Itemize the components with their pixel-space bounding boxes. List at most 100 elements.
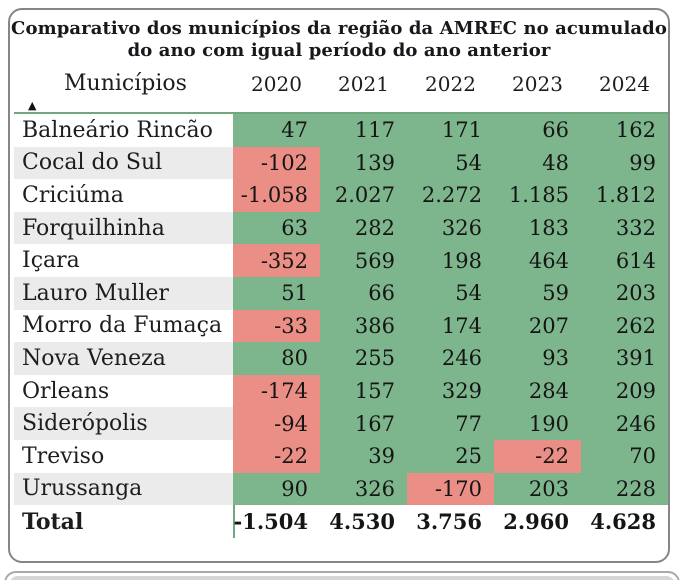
next-card-partial xyxy=(4,571,680,580)
municipality-cell[interactable]: Treviso xyxy=(22,443,105,469)
value-cell[interactable]: 326 xyxy=(320,472,407,506)
value-cell[interactable]: -22 xyxy=(233,439,320,473)
value-cell[interactable]: 171 xyxy=(407,114,494,147)
value-cell[interactable]: -170 xyxy=(407,472,494,506)
value-cell[interactable]: 1.812 xyxy=(581,179,668,212)
value-cell[interactable]: 246 xyxy=(581,407,668,440)
value-cell[interactable]: 54 xyxy=(407,146,494,180)
value-cell[interactable]: 246 xyxy=(407,342,494,375)
value-cell[interactable]: 51 xyxy=(233,276,320,310)
value-cell[interactable]: 39 xyxy=(320,439,407,473)
value-cell[interactable]: 99 xyxy=(581,146,668,180)
value-cell[interactable]: 1.185 xyxy=(494,179,581,212)
column-header-year[interactable]: 2020 xyxy=(251,72,302,96)
table-row[interactable]: Siderópolis -94 167 77 190 246 xyxy=(14,407,668,440)
value-cell[interactable]: -33 xyxy=(233,309,320,343)
table-row[interactable]: Orleans -174 157 329 284 209 xyxy=(14,374,668,408)
value-cell[interactable]: -22 xyxy=(494,439,581,473)
value-cell[interactable]: 66 xyxy=(320,276,407,310)
column-header-municipios[interactable]: Municípios xyxy=(64,71,187,96)
municipality-cell[interactable]: Criciúma xyxy=(22,182,124,208)
value-cell[interactable]: -94 xyxy=(233,407,320,440)
value-cell[interactable]: 190 xyxy=(494,407,581,440)
table-row[interactable]: Balneário Rincão 47 117 171 66 162 xyxy=(14,114,668,147)
value-cell[interactable]: 614 xyxy=(581,244,668,277)
value-cell[interactable]: 4.628 xyxy=(581,505,668,539)
value-cell[interactable]: 48 xyxy=(494,146,581,180)
value-cell[interactable]: 63 xyxy=(233,211,320,245)
next-card-header-bar xyxy=(9,576,675,580)
value-cell[interactable]: 66 xyxy=(494,114,581,147)
value-cell[interactable]: 284 xyxy=(494,374,581,408)
column-header-year[interactable]: 2022 xyxy=(425,72,476,96)
value-cell[interactable]: 139 xyxy=(320,146,407,180)
table-row[interactable]: Urussanga 90 326 -170 203 228 xyxy=(14,472,668,506)
value-cell[interactable]: 262 xyxy=(581,309,668,343)
value-cell[interactable]: 167 xyxy=(320,407,407,440)
value-cell[interactable]: -352 xyxy=(233,244,320,277)
table-row[interactable]: Morro da Fumaça -33 386 174 207 262 xyxy=(14,309,668,343)
table-row[interactable]: Criciúma -1.058 2.027 2.272 1.185 1.812 xyxy=(14,179,668,212)
municipality-cell[interactable]: Balneário Rincão xyxy=(22,117,213,143)
value-cell[interactable]: 386 xyxy=(320,309,407,343)
value-cell[interactable]: 70 xyxy=(581,439,668,473)
value-cell[interactable]: 203 xyxy=(581,276,668,310)
column-header-year[interactable]: 2023 xyxy=(512,72,563,96)
value-cell[interactable]: 77 xyxy=(407,407,494,440)
value-cell[interactable]: 326 xyxy=(407,211,494,245)
value-cell[interactable]: -1.058 xyxy=(233,179,320,212)
value-cell[interactable]: 464 xyxy=(494,244,581,277)
value-cell[interactable]: 59 xyxy=(494,276,581,310)
value-cell[interactable]: -174 xyxy=(233,374,320,408)
value-cell[interactable]: 2.960 xyxy=(494,505,581,539)
value-cell[interactable]: 157 xyxy=(320,374,407,408)
value-cell[interactable]: 162 xyxy=(581,114,668,147)
table-row[interactable]: Içara -352 569 198 464 614 xyxy=(14,244,668,277)
value-cell[interactable]: 4.530 xyxy=(320,505,407,539)
value-cell[interactable]: 80 xyxy=(233,342,320,375)
value-cell[interactable]: 198 xyxy=(407,244,494,277)
municipality-cell[interactable]: Lauro Muller xyxy=(14,276,233,310)
table-row[interactable]: Nova Veneza 80 255 246 93 391 xyxy=(14,342,668,375)
municipality-cell[interactable]: Nova Veneza xyxy=(14,342,233,375)
value-cell[interactable]: 25 xyxy=(407,439,494,473)
value-cell[interactable]: 391 xyxy=(581,342,668,375)
value-cell[interactable]: 228 xyxy=(581,472,668,506)
sort-ascending-icon: ▲ xyxy=(28,99,37,112)
municipality-cell[interactable]: Morro da Fumaça xyxy=(22,313,223,339)
value-cell[interactable]: 569 xyxy=(320,244,407,277)
municipality-cell[interactable]: Orleans xyxy=(22,378,110,404)
table-row[interactable]: Lauro Muller 51 66 54 59 203 xyxy=(14,276,668,310)
value-cell[interactable]: 209 xyxy=(581,374,668,408)
table-row[interactable]: Treviso -22 39 25 -22 70 xyxy=(14,439,668,473)
value-cell[interactable]: 255 xyxy=(320,342,407,375)
table-row[interactable]: Cocal do Sul -102 139 54 48 99 xyxy=(14,146,668,180)
municipality-cell[interactable]: Siderópolis xyxy=(14,407,233,440)
column-header-year[interactable]: 2021 xyxy=(338,72,389,96)
value-cell[interactable]: 2.272 xyxy=(407,179,494,212)
value-cell[interactable]: -102 xyxy=(233,146,320,180)
table-row[interactable]: Forquilhinha 63 282 326 183 332 xyxy=(14,211,668,245)
value-cell[interactable]: 47 xyxy=(233,114,320,147)
value-cell[interactable]: 54 xyxy=(407,276,494,310)
value-cell[interactable]: 329 xyxy=(407,374,494,408)
value-cell[interactable]: 2.027 xyxy=(320,179,407,212)
value-cell[interactable]: 117 xyxy=(320,114,407,147)
total-label[interactable]: Total xyxy=(14,505,233,539)
value-cell[interactable]: 183 xyxy=(494,211,581,245)
value-cell[interactable]: 3.756 xyxy=(407,505,494,539)
municipality-cell[interactable]: Urussanga xyxy=(14,472,233,506)
value-cell[interactable]: 90 xyxy=(233,472,320,506)
value-cell[interactable]: 332 xyxy=(581,211,668,245)
municipality-cell[interactable]: Içara xyxy=(22,248,80,274)
value-cell[interactable]: -1.504 xyxy=(233,505,320,539)
table-row[interactable]: Total -1.504 4.530 3.756 2.960 4.628 xyxy=(14,505,668,539)
municipality-cell[interactable]: Forquilhinha xyxy=(14,211,233,245)
value-cell[interactable]: 203 xyxy=(494,472,581,506)
value-cell[interactable]: 93 xyxy=(494,342,581,375)
value-cell[interactable]: 174 xyxy=(407,309,494,343)
value-cell[interactable]: 207 xyxy=(494,309,581,343)
value-cell[interactable]: 282 xyxy=(320,211,407,245)
column-header-year[interactable]: 2024 xyxy=(599,72,650,96)
municipality-cell[interactable]: Cocal do Sul xyxy=(14,146,233,180)
